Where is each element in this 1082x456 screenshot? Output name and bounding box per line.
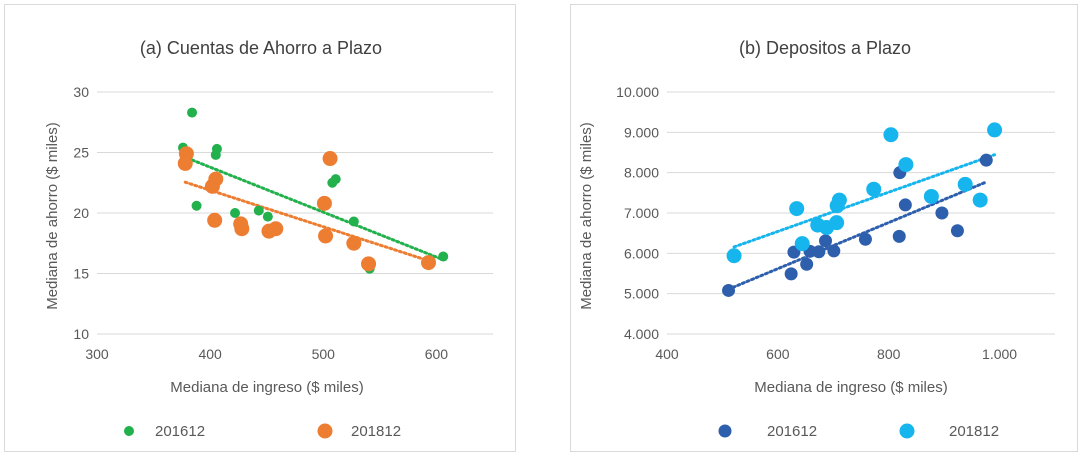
chart-b-point-201812 <box>789 201 805 217</box>
chart-a-point-201812 <box>318 228 334 244</box>
chart-b-point-201612 <box>784 267 798 281</box>
chart-a-point-201612 <box>438 251 449 262</box>
chart-a-canvas: (a) Cuentas de Ahorro a Plazo 10 15 20 25 30… <box>44 38 493 440</box>
chart-a-y-tick-label: 30 <box>73 84 89 100</box>
chart-b-point-201612 <box>819 234 833 248</box>
chart-a-trendlines <box>181 154 445 263</box>
chart-b-point-201612 <box>722 283 736 297</box>
chart-b-legend-label-201812: 201812 <box>949 423 999 440</box>
chart-a-point-201612 <box>330 174 341 185</box>
chart-b-trendline-201612 <box>727 180 988 291</box>
chart-a-point-201612 <box>348 216 359 227</box>
chart-b-point-201812 <box>831 192 847 208</box>
chart-a-legend-label-201612: 201612 <box>155 423 205 440</box>
chart-a-point-201812 <box>346 235 362 251</box>
chart-b-x-tick-label: 600 <box>766 346 790 362</box>
chart-b-y-tick-label: 5.000 <box>624 286 659 302</box>
chart-a-legend-marker-201612 <box>124 426 134 436</box>
chart-b-point-201612 <box>950 224 964 238</box>
chart-b-point-201812 <box>829 215 845 231</box>
chart-b-x-tick-label: 800 <box>877 346 901 362</box>
chart-b-point-201812 <box>898 157 914 173</box>
chart-b-point-201812 <box>794 236 810 252</box>
chart-a-point-201812 <box>207 212 223 228</box>
chart-a-y-tick-label: 10 <box>73 326 89 342</box>
chart-b-y-tick-label: 7.000 <box>624 205 659 221</box>
chart-b-legend-marker-201612 <box>718 424 732 438</box>
chart-b-y-tick-label: 8.000 <box>624 165 659 181</box>
chart-b-legend-marker-201812 <box>899 423 915 439</box>
chart-b-y-tick-label: 9.000 <box>624 124 659 140</box>
chart-b-point-201812 <box>957 176 973 192</box>
chart-a-legend-label-201812: 201812 <box>351 423 401 440</box>
chart-a-x-tick-label: 600 <box>425 346 449 362</box>
chart-a-x-tick-label: 300 <box>85 346 109 362</box>
chart-b-x-tick-label: 1.000 <box>982 346 1017 362</box>
chart-b-point-201812 <box>726 248 742 264</box>
chart-b-point-201612 <box>858 232 872 246</box>
chart-a-x-tick-label: 400 <box>198 346 222 362</box>
chart-panel-a: (a) Cuentas de Ahorro a Plazo 10 15 20 25 30… <box>4 4 516 452</box>
chart-a-point-201612 <box>230 208 241 218</box>
chart-b-point-201812 <box>883 127 899 143</box>
chart-a-point-201812 <box>361 256 377 272</box>
chart-b-canvas: (b) Depositos a Plazo 4.000 5.000 6.000 7.0… <box>578 38 1055 440</box>
chart-a-point-201812 <box>322 151 338 167</box>
chart-b-x-tick-label: 400 <box>655 346 679 362</box>
chart-b-legend: 201612 201812 <box>718 423 999 440</box>
chart-a-point-201812 <box>177 155 193 171</box>
chart-a-legend-marker-201812 <box>317 423 333 439</box>
chart-a-y-axis-label: Mediana de ahorro ($ miles) <box>44 122 61 310</box>
chart-b-trendline-201812 <box>732 153 997 249</box>
chart-a-y-tick-label: 25 <box>73 145 89 161</box>
chart-b-y-ticks: 4.000 5.000 6.000 7.000 8.000 9.000 10.000 <box>616 84 659 342</box>
chart-a-point-201812 <box>233 216 249 232</box>
chart-b-x-ticks: 400 600 800 1.000 <box>655 346 1017 362</box>
chart-b-point-201812 <box>987 122 1003 138</box>
chart-a-x-tick-label: 500 <box>312 346 336 362</box>
chart-b-title: (b) Depositos a Plazo <box>739 38 911 58</box>
chart-b-point-201612 <box>892 229 906 243</box>
chart-a-point-201812 <box>316 195 332 211</box>
chart-a-point-201612 <box>187 107 198 118</box>
chart-b-y-axis-label: Mediana de ahorro ($ miles) <box>578 122 595 310</box>
chart-b-trendlines <box>727 153 997 291</box>
chart-b-point-201812 <box>866 181 882 197</box>
chart-a-y-tick-label: 20 <box>73 205 89 221</box>
chart-a-point-201612 <box>262 211 273 222</box>
chart-b-point-201612 <box>935 206 949 220</box>
chart-a-point-201812 <box>268 221 284 237</box>
chart-a-x-axis-label: Mediana de ingreso ($ miles) <box>170 379 363 396</box>
chart-b-y-tick-label: 10.000 <box>616 84 659 100</box>
chart-b-point-201812 <box>923 188 939 204</box>
chart-a-x-ticks: 300 400 500 600 <box>85 346 448 362</box>
chart-a-point-201812 <box>421 255 437 271</box>
chart-panel-b: (b) Depositos a Plazo 4.000 5.000 6.000 7.0… <box>570 4 1078 452</box>
chart-b-point-201612 <box>827 244 841 258</box>
chart-a-trendline-201812 <box>183 180 431 263</box>
chart-b-point-201612 <box>812 245 826 259</box>
chart-b-point-201612 <box>979 153 993 167</box>
chart-b-x-axis-label: Mediana de ingreso ($ miles) <box>754 379 947 396</box>
chart-a-title: (a) Cuentas de Ahorro a Plazo <box>140 38 382 58</box>
chart-a-y-tick-label: 15 <box>73 266 89 282</box>
chart-a-point-201612 <box>253 205 264 216</box>
chart-b-legend-label-201612: 201612 <box>767 423 817 440</box>
chart-a-legend: 201612 201812 <box>124 423 401 440</box>
chart-b-point-201612 <box>898 198 912 212</box>
chart-a-trendline-201612 <box>181 154 445 262</box>
chart-a-y-ticks: 10 15 20 25 30 <box>73 84 89 342</box>
chart-a-point-201612 <box>210 149 221 160</box>
chart-b-point-201612 <box>800 257 814 271</box>
chart-a-point-201812 <box>208 171 224 187</box>
chart-b-point-201812 <box>972 192 988 208</box>
chart-a-points <box>177 107 449 274</box>
chart-b-y-tick-label: 6.000 <box>624 245 659 261</box>
chart-a-point-201612 <box>191 200 202 211</box>
chart-a-gridlines <box>97 91 493 335</box>
chart-b-points <box>722 122 1003 297</box>
chart-b-y-tick-label: 4.000 <box>624 326 659 342</box>
